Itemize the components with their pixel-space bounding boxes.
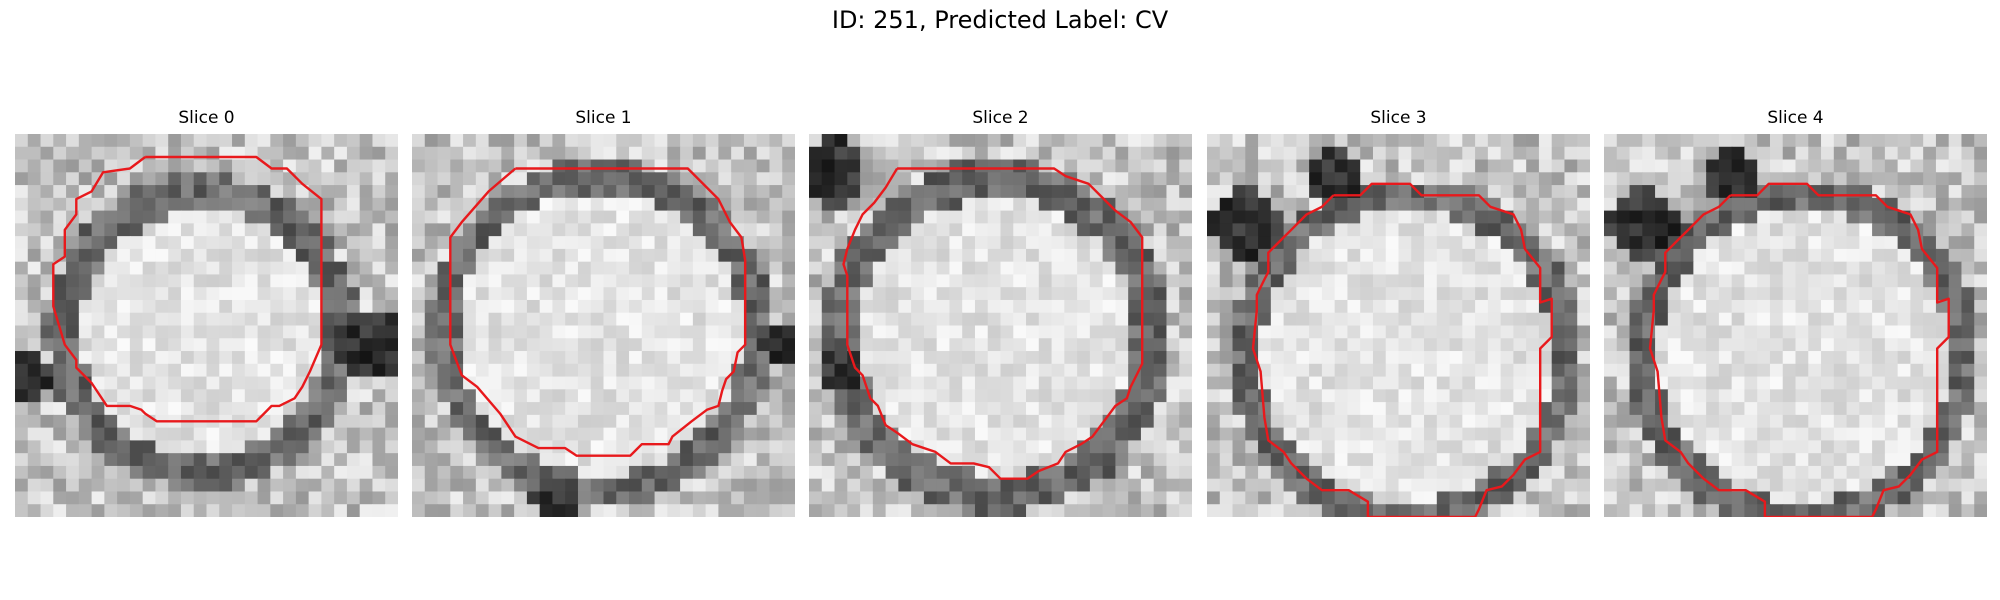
slice-title: Slice 4 <box>1767 108 1824 128</box>
slice-title: Slice 1 <box>575 108 632 128</box>
slice-image <box>15 134 398 517</box>
slice-image <box>412 134 795 517</box>
segmentation-contour <box>52 155 323 423</box>
segmentation-contour <box>449 167 747 457</box>
pixel-grid <box>1207 134 1590 517</box>
pixel-grid <box>809 134 1192 517</box>
slice-title: Slice 0 <box>178 108 235 128</box>
pixel-grid <box>1604 134 1987 517</box>
slice-title: Slice 3 <box>1370 108 1427 128</box>
pixel-grid <box>412 134 795 517</box>
slice-image <box>809 134 1192 517</box>
slice-image <box>1604 134 1987 517</box>
segmentation-contour <box>842 167 1144 480</box>
segmentation-contour <box>1251 182 1553 517</box>
segmentation-contour <box>1648 182 1950 517</box>
pixel-grid <box>15 134 398 517</box>
slice-title: Slice 2 <box>972 108 1029 128</box>
figure-title: ID: 251, Predicted Label: CV <box>831 6 1169 34</box>
slice-image <box>1207 134 1590 517</box>
